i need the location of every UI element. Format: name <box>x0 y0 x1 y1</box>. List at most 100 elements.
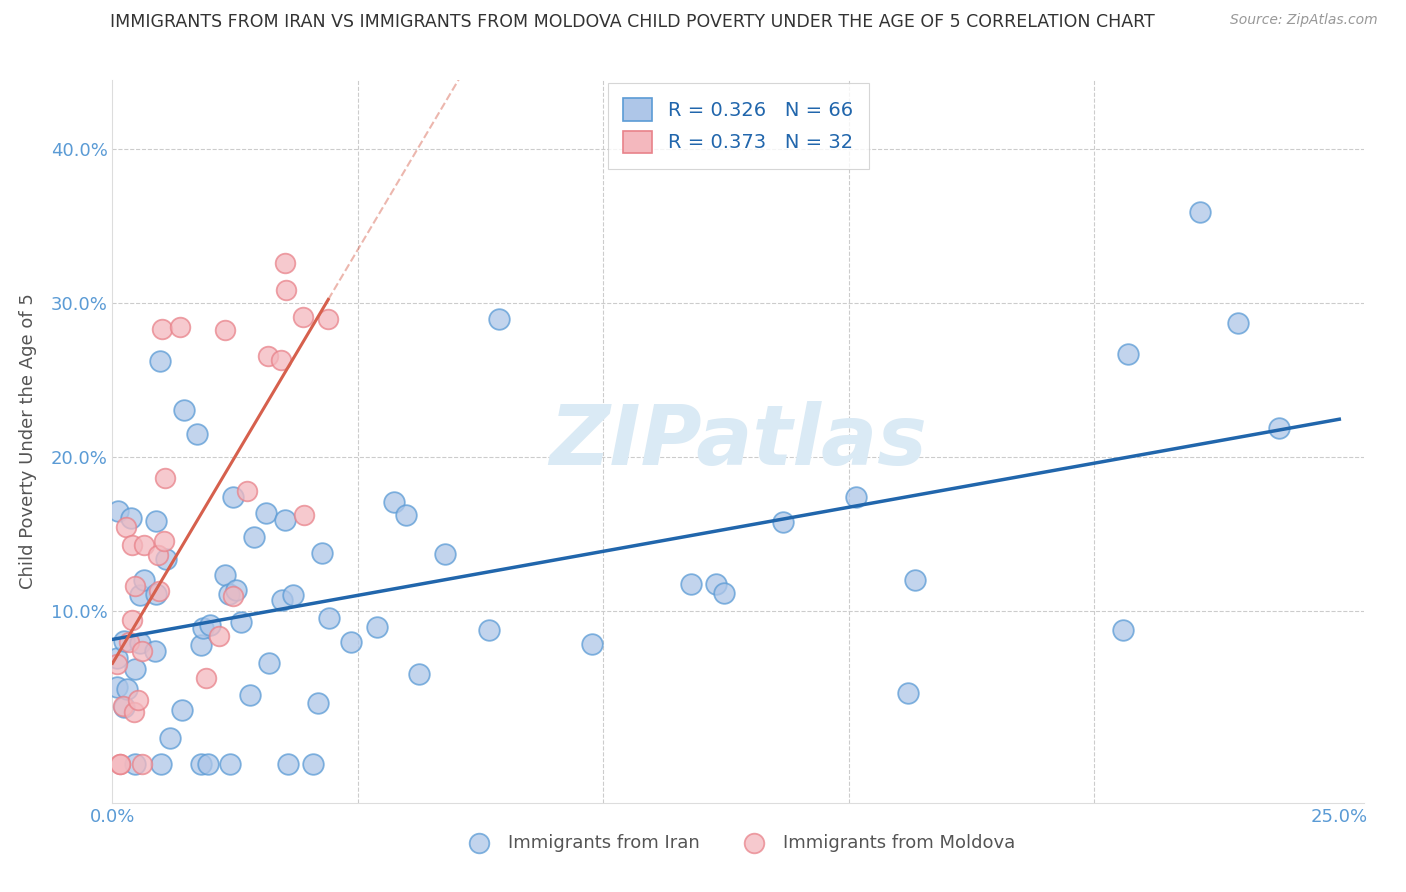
Point <box>145 586 167 600</box>
Point <box>173 402 195 417</box>
Point <box>122 706 145 720</box>
Point <box>704 577 727 591</box>
Point <box>198 618 221 632</box>
Point <box>131 644 153 658</box>
Point <box>488 312 510 326</box>
Point <box>581 637 603 651</box>
Point <box>105 651 128 665</box>
Point <box>218 586 240 600</box>
Point <box>132 538 155 552</box>
Point <box>214 323 236 337</box>
Point <box>302 757 325 772</box>
Point <box>256 349 278 363</box>
Point <box>274 513 297 527</box>
Point <box>150 322 173 336</box>
Point <box>208 629 231 643</box>
Point <box>105 657 128 671</box>
Point <box>191 621 214 635</box>
Point <box>121 613 143 627</box>
Point <box>239 688 262 702</box>
Point <box>395 508 418 523</box>
Point <box>235 484 257 499</box>
Point <box>1112 623 1135 637</box>
Text: ZIPatlas: ZIPatlas <box>550 401 927 482</box>
Point <box>478 623 501 637</box>
Point <box>128 589 150 603</box>
Point <box>190 638 212 652</box>
Point <box>292 508 315 522</box>
Point <box>243 530 266 544</box>
Point <box>117 681 139 696</box>
Point <box>145 514 167 528</box>
Point <box>283 588 305 602</box>
Point <box>149 354 172 368</box>
Point <box>190 757 212 772</box>
Point <box>111 698 134 713</box>
Point <box>114 520 136 534</box>
Point <box>904 573 927 587</box>
Point <box>1116 347 1139 361</box>
Point <box>340 635 363 649</box>
Point <box>195 671 218 685</box>
Y-axis label: Child Poverty Under the Age of 5: Child Poverty Under the Age of 5 <box>18 293 37 590</box>
Point <box>143 644 166 658</box>
Point <box>153 471 176 485</box>
Point <box>120 511 142 525</box>
Point <box>277 757 299 772</box>
Point <box>292 310 315 324</box>
Point <box>197 757 219 772</box>
Point <box>366 620 388 634</box>
Point <box>118 635 141 649</box>
Point <box>259 656 281 670</box>
Point <box>231 615 253 629</box>
Point <box>149 757 172 772</box>
Point <box>155 552 177 566</box>
Point <box>121 539 143 553</box>
Point <box>1267 421 1289 435</box>
Point <box>384 495 406 509</box>
Point <box>148 584 170 599</box>
Point <box>713 586 735 600</box>
Point <box>679 577 702 591</box>
Point <box>105 680 128 694</box>
Point <box>270 353 292 368</box>
Point <box>124 579 146 593</box>
Point <box>112 633 135 648</box>
Point <box>186 426 208 441</box>
Point <box>225 582 247 597</box>
Point <box>132 573 155 587</box>
Point <box>318 611 340 625</box>
Point <box>1227 316 1250 330</box>
Point <box>307 697 329 711</box>
Point <box>107 504 129 518</box>
Text: Source: ZipAtlas.com: Source: ZipAtlas.com <box>1230 13 1378 28</box>
Point <box>112 700 135 714</box>
Point <box>897 686 920 700</box>
Point <box>408 667 430 681</box>
Point <box>108 757 131 772</box>
Point <box>159 731 181 745</box>
Point <box>214 568 236 582</box>
Point <box>254 506 277 520</box>
Point <box>271 592 294 607</box>
Point <box>221 589 243 603</box>
Point <box>127 693 149 707</box>
Legend: Immigrants from Iran, Immigrants from Moldova: Immigrants from Iran, Immigrants from Mo… <box>454 826 1022 859</box>
Point <box>124 662 146 676</box>
Point <box>311 546 333 560</box>
Point <box>274 283 297 297</box>
Point <box>152 533 174 548</box>
Point <box>222 490 245 504</box>
Point <box>128 636 150 650</box>
Point <box>146 548 169 562</box>
Point <box>772 515 794 529</box>
Point <box>433 547 456 561</box>
Point <box>219 757 242 772</box>
Point <box>316 312 339 326</box>
Point <box>169 319 191 334</box>
Point <box>131 757 153 772</box>
Text: IMMIGRANTS FROM IRAN VS IMMIGRANTS FROM MOLDOVA CHILD POVERTY UNDER THE AGE OF 5: IMMIGRANTS FROM IRAN VS IMMIGRANTS FROM … <box>110 13 1156 31</box>
Point <box>1188 204 1211 219</box>
Point <box>124 757 146 772</box>
Point <box>274 256 297 270</box>
